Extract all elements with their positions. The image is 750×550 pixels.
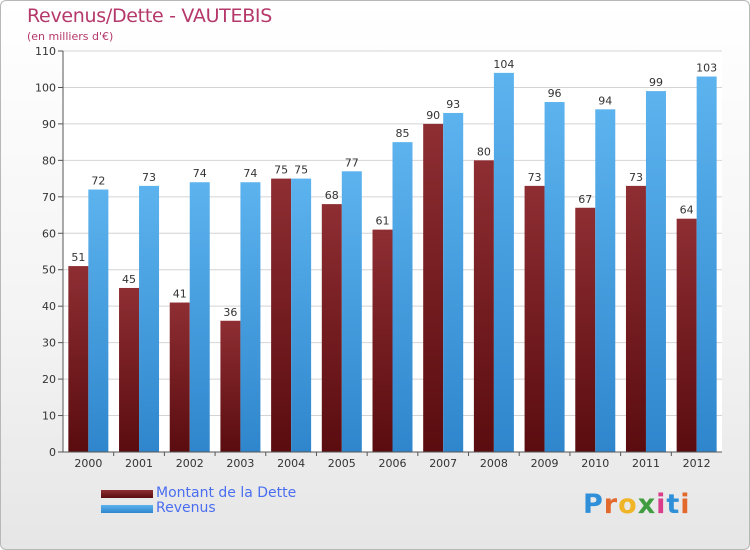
data-label-debt: 80	[477, 145, 491, 158]
bar-revenue	[291, 178, 312, 452]
bar-revenue	[696, 76, 717, 452]
data-label-revenue: 77	[345, 156, 359, 169]
bar-debt	[220, 320, 241, 452]
legend-swatch-debt	[101, 490, 153, 498]
logo-letter: t	[666, 489, 681, 520]
y-tick-label: 70	[42, 191, 56, 204]
bar-revenue	[341, 171, 362, 453]
proxiti-logo: Proxiti	[583, 489, 691, 520]
y-tick-label: 100	[35, 81, 56, 94]
data-label-revenue: 99	[649, 76, 663, 89]
bar-debt	[473, 160, 494, 452]
bar-debt	[625, 185, 646, 452]
logo-letter: o	[618, 489, 638, 520]
y-tick-label: 60	[42, 227, 56, 240]
data-label-debt: 61	[376, 215, 390, 228]
bar-revenue	[240, 182, 261, 452]
bar-revenue	[443, 112, 464, 453]
logo-letter: i	[680, 489, 691, 520]
x-tick-label: 2003	[226, 457, 254, 470]
x-tick-label: 2002	[176, 457, 204, 470]
logo-letter: r	[603, 489, 619, 520]
x-tick-label: 2011	[632, 457, 660, 470]
data-label-revenue: 73	[142, 171, 156, 184]
y-tick-label: 30	[42, 337, 56, 350]
x-tick-label: 2007	[429, 457, 457, 470]
y-tick-label: 80	[42, 154, 56, 167]
legend-label-revenue: Revenus	[156, 500, 216, 516]
bar-revenue	[139, 185, 160, 452]
x-tick-label: 2001	[125, 457, 153, 470]
x-tick-label: 2012	[683, 457, 711, 470]
data-label-debt: 75	[274, 164, 288, 177]
bar-debt	[119, 287, 140, 452]
bar-revenue	[392, 142, 413, 453]
data-label-revenue: 93	[446, 98, 460, 111]
data-label-revenue: 74	[243, 167, 257, 180]
bar-debt	[423, 123, 444, 452]
data-label-debt: 67	[578, 193, 592, 206]
x-tick-label: 2004	[277, 457, 305, 470]
logo-letter: P	[583, 489, 604, 520]
bar-revenue	[493, 72, 514, 452]
data-label-revenue: 103	[696, 62, 717, 75]
x-tick-label: 2006	[379, 457, 407, 470]
data-label-revenue: 104	[493, 58, 514, 71]
data-label-revenue: 75	[294, 164, 308, 177]
data-label-debt: 73	[629, 171, 643, 184]
data-label-revenue: 94	[598, 94, 612, 107]
bar-debt	[575, 207, 596, 452]
x-tick-label: 2009	[531, 457, 559, 470]
data-label-debt: 90	[426, 109, 440, 122]
y-tick-label: 90	[42, 118, 56, 131]
logo-letter: x	[637, 489, 657, 520]
data-label-debt: 36	[223, 306, 237, 319]
chart-subtitle: (en milliers d'€)	[27, 30, 114, 43]
bar-revenue	[189, 182, 210, 452]
y-tick-label: 40	[42, 300, 56, 313]
data-label-debt: 73	[528, 171, 542, 184]
bar-debt	[676, 218, 697, 452]
data-label-revenue: 96	[548, 87, 562, 100]
legend-label-debt: Montant de la Dette	[156, 485, 297, 501]
bar-revenue	[88, 189, 109, 452]
data-label-debt: 45	[122, 273, 136, 286]
y-tick-label: 20	[42, 373, 56, 386]
logo-letter: i	[656, 489, 667, 520]
y-tick-label: 110	[35, 45, 56, 58]
bar-revenue	[544, 102, 565, 452]
legend-swatch-revenue	[101, 505, 153, 513]
data-label-debt: 68	[325, 189, 339, 202]
bar-debt	[524, 185, 545, 452]
bar-debt	[271, 178, 292, 452]
bar-revenue	[645, 91, 666, 452]
x-tick-label: 2005	[328, 457, 356, 470]
bar-debt	[169, 302, 190, 452]
y-tick-label: 10	[42, 410, 56, 423]
data-label-revenue: 74	[193, 167, 207, 180]
data-label-debt: 41	[173, 288, 187, 301]
bar-revenue	[595, 109, 616, 452]
x-tick-label: 2010	[581, 457, 609, 470]
data-label-revenue: 85	[396, 127, 410, 140]
data-label-debt: 64	[680, 204, 694, 217]
bar-debt	[68, 266, 89, 452]
bar-debt	[372, 229, 393, 452]
x-tick-label: 2000	[74, 457, 102, 470]
data-label-revenue: 72	[91, 175, 105, 188]
y-tick-label: 50	[42, 264, 56, 277]
x-tick-label: 2008	[480, 457, 508, 470]
y-tick-label: 0	[49, 446, 56, 459]
bar-debt	[321, 204, 342, 452]
data-label-debt: 51	[71, 251, 85, 264]
chart-title: Revenus/Dette - VAUTEBIS	[27, 5, 272, 27]
